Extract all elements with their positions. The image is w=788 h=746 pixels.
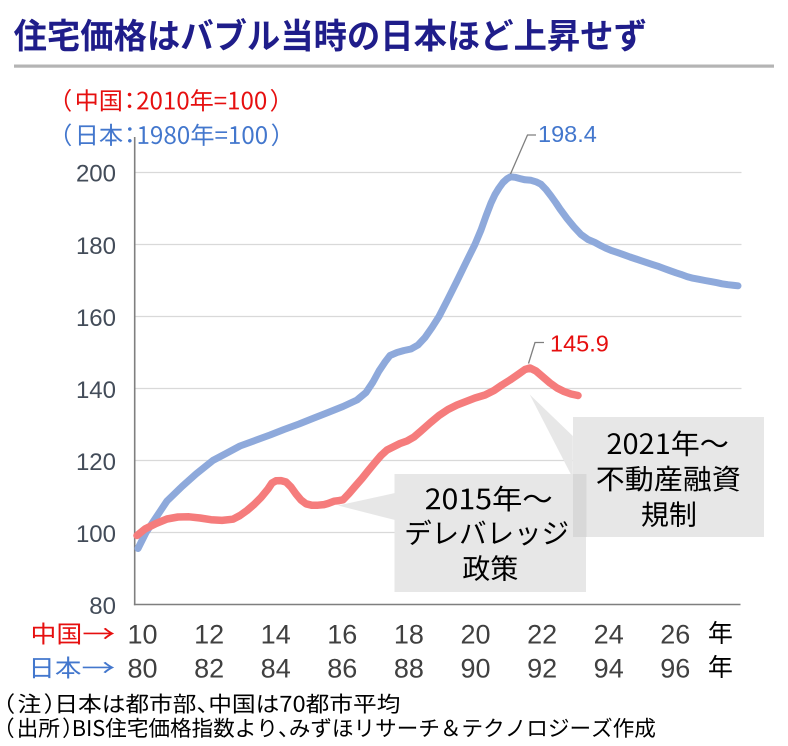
svg-text:90: 90 xyxy=(460,653,490,683)
svg-text:22: 22 xyxy=(527,619,557,649)
svg-text:88: 88 xyxy=(394,653,424,683)
svg-text:14: 14 xyxy=(261,619,291,649)
svg-text:24: 24 xyxy=(594,619,624,649)
svg-text:82: 82 xyxy=(194,653,224,683)
svg-text:198.4: 198.4 xyxy=(538,121,597,147)
svg-text:80: 80 xyxy=(89,593,116,620)
svg-text:80: 80 xyxy=(127,653,157,683)
svg-text:100: 100 xyxy=(76,521,116,548)
svg-text:92: 92 xyxy=(527,653,557,683)
svg-text:18: 18 xyxy=(394,619,424,649)
svg-text:94: 94 xyxy=(594,653,624,683)
svg-text:140: 140 xyxy=(76,377,116,404)
svg-text:180: 180 xyxy=(76,233,116,260)
svg-text:145.9: 145.9 xyxy=(550,331,609,357)
svg-text:12: 12 xyxy=(194,619,224,649)
svg-text:120: 120 xyxy=(76,449,116,476)
svg-text:200: 200 xyxy=(76,161,116,188)
svg-text:160: 160 xyxy=(76,305,116,332)
svg-text:84: 84 xyxy=(261,653,291,683)
svg-text:20: 20 xyxy=(460,619,490,649)
svg-text:10: 10 xyxy=(127,619,157,649)
svg-text:86: 86 xyxy=(327,653,357,683)
svg-text:26: 26 xyxy=(660,619,690,649)
svg-text:16: 16 xyxy=(327,619,357,649)
svg-text:96: 96 xyxy=(660,653,690,683)
